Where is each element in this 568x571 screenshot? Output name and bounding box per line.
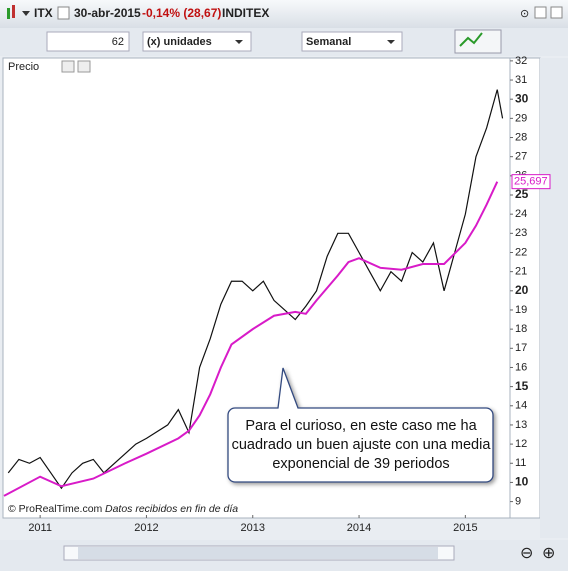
y-tick-label: 20 [515,283,529,297]
panel-button[interactable] [77,60,91,73]
symbol: ITX [34,6,53,20]
annotation: Para el curioso, en este caso me ha cuad… [231,417,491,472]
count-input[interactable] [46,31,130,52]
y-tick-label: 22 [515,246,527,258]
y-tick-label: 16 [515,361,527,373]
y-tick-label: 23 [515,227,527,239]
y-tick-label: 24 [515,208,527,220]
indicator-button[interactable] [454,29,502,54]
scroll-thumb[interactable] [78,547,438,559]
count: 62 [112,36,124,48]
y-axis-area [509,57,541,519]
y-tick-label: 13 [515,419,527,431]
y-tick-label: 19 [515,304,527,316]
y-tick-label: 14 [515,400,527,412]
units: (x) unidades [147,36,212,48]
y-tick-label: 11 [515,457,526,469]
y-tick-label: 18 [515,323,527,335]
icon [12,5,15,18]
panel-button[interactable] [61,60,75,73]
zoom-in[interactable]: ⊕ [542,545,555,562]
x-tick-label: 2013 [241,522,265,534]
pin[interactable]: ⊙ [520,8,529,20]
y-tick-label: 17 [515,342,527,354]
icon [7,8,10,19]
y-tick-label: 12 [515,438,527,450]
copyright: © ProRealTime.com [8,503,103,515]
series-line [3,181,499,497]
x-tick-label: 2011 [28,522,52,534]
y-tick-label: 31 [515,74,527,86]
y-tick-label: 10 [515,475,529,489]
info-button[interactable] [57,6,70,20]
dropdown [387,40,395,44]
x-tick-label: 2015 [453,522,477,534]
units-select[interactable] [142,31,252,52]
y-tick-label: 30 [515,91,529,105]
y-tick-label: 28 [515,131,527,143]
x-tick-label: 2012 [134,522,158,534]
y-tick-label: 25 [515,187,529,201]
change: -0,14% (28,67) [142,6,221,20]
panel-label: Precio [8,61,39,73]
x-tick-label: 2014 [347,522,371,534]
close[interactable] [550,6,563,19]
price-tag [511,174,551,190]
y-tick-label: 27 [515,151,527,163]
instrument-name: INDITEX [222,6,269,20]
y-tick-label: 29 [515,112,527,124]
y-tick-label: 9 [515,495,521,507]
y-tick-label: 15 [515,379,529,393]
annotation-bubble [227,367,494,483]
zoom-out[interactable]: ⊖ [520,545,533,562]
sidebar [540,58,568,538]
y-tick-label: 21 [515,266,527,278]
dropdown[interactable] [22,11,30,16]
date: 30-abr-2015 [74,6,141,20]
price-tag-label: 25,697 [514,176,548,188]
period-select[interactable] [301,31,403,52]
y-tick-label: 32 [515,55,527,67]
title-bar [0,0,568,28]
series-line [7,89,504,490]
footer-note: Datos recibidos en fin de día [105,503,238,515]
period: Semanal [306,36,351,48]
minimize[interactable] [534,6,547,19]
icon [459,32,483,47]
dropdown [235,40,243,44]
